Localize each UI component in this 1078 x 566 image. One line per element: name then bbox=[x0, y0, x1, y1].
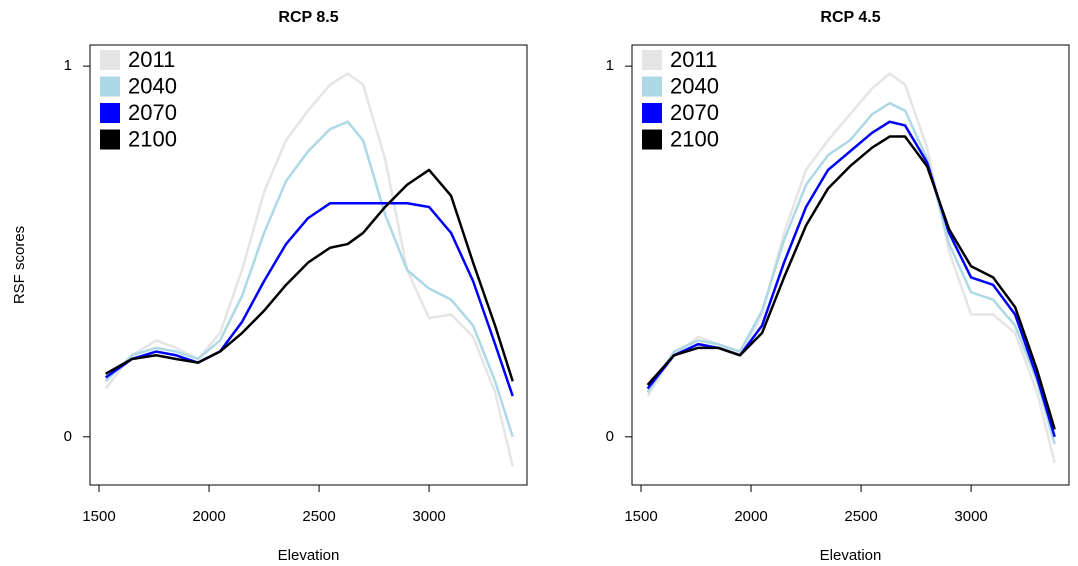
x-tick-label: 2000 bbox=[192, 508, 225, 525]
y-axis-label: RSF scores bbox=[11, 226, 28, 304]
x-tick-label: 2500 bbox=[844, 508, 877, 525]
legend-label: 2100 bbox=[128, 126, 177, 151]
legend-label: 2011 bbox=[670, 47, 717, 72]
legend-swatch bbox=[642, 129, 662, 150]
x-axis-label: Elevation bbox=[820, 547, 882, 564]
series-line bbox=[104, 72, 514, 467]
legend-swatch bbox=[642, 103, 662, 123]
legend-label: 2070 bbox=[128, 100, 177, 125]
legend-label: 2100 bbox=[670, 126, 719, 151]
y-tick-label: 0 bbox=[64, 428, 72, 445]
chart-title: RCP 8.5 bbox=[278, 9, 338, 26]
legend-label: 2040 bbox=[128, 73, 177, 98]
x-tick-label: 2500 bbox=[302, 508, 335, 525]
legend-swatch bbox=[100, 50, 120, 70]
legend-swatch bbox=[100, 129, 120, 150]
legend-swatch bbox=[100, 76, 120, 97]
series-line bbox=[646, 101, 1056, 445]
chart-title: RCP 4.5 bbox=[820, 9, 880, 26]
x-tick-label: 3000 bbox=[412, 508, 445, 525]
legend-swatch bbox=[100, 103, 120, 123]
series-line bbox=[104, 202, 514, 397]
y-tick-label: 1 bbox=[64, 57, 72, 74]
y-tick-label: 0 bbox=[606, 428, 614, 445]
x-axis-label: Elevation bbox=[278, 547, 340, 564]
x-tick-label: 3000 bbox=[954, 508, 987, 525]
x-tick-label: 1500 bbox=[624, 508, 657, 525]
legend-label: 2070 bbox=[670, 100, 719, 125]
legend-label: 2040 bbox=[670, 73, 719, 98]
series-line bbox=[105, 168, 514, 382]
legend-swatch bbox=[642, 50, 662, 70]
x-tick-label: 2000 bbox=[734, 508, 767, 525]
y-tick-label: 1 bbox=[606, 57, 614, 74]
legend-swatch bbox=[642, 76, 662, 97]
x-tick-label: 1500 bbox=[82, 508, 115, 525]
series-line bbox=[104, 120, 514, 438]
legend-label: 2011 bbox=[128, 47, 175, 72]
series-line bbox=[646, 135, 1056, 430]
